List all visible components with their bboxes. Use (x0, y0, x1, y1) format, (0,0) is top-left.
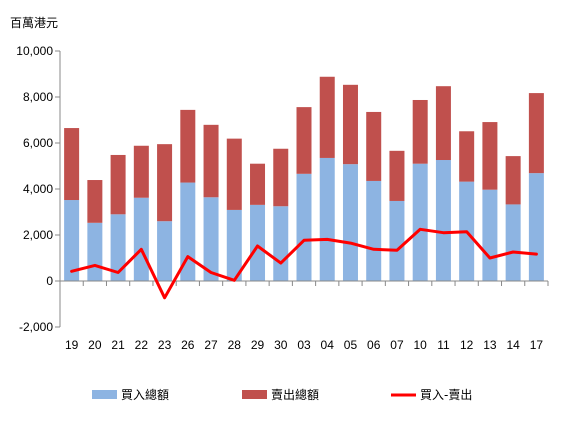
bar-buy-total (87, 222, 103, 281)
x-tick-label: 23 (158, 338, 172, 352)
bar-buy-total (64, 200, 80, 281)
bar-buy-total (342, 164, 358, 281)
bar-sell-total (157, 144, 173, 222)
bar-buy-total (412, 163, 428, 281)
bar-sell-total (296, 107, 312, 174)
x-tick-label: 22 (135, 338, 149, 352)
x-tick-label: 29 (251, 338, 265, 352)
bar-buy-total (435, 160, 451, 281)
bar-sell-total (412, 99, 428, 164)
legend-label: 買入-賣出 (420, 387, 472, 402)
legend-swatch (242, 390, 267, 399)
unit-label: 百萬港元 (10, 16, 58, 30)
x-tick-label: 07 (390, 338, 404, 352)
x-tick-label: 27 (204, 338, 218, 352)
y-tick-label: 8,000 (23, 90, 53, 104)
bar-buy-total (250, 204, 266, 281)
bar-buy-total (203, 197, 219, 281)
bar-sell-total (133, 145, 149, 198)
net-line (70, 227, 538, 300)
x-tick-label: 06 (367, 338, 381, 352)
legend-swatch (92, 390, 117, 399)
bar-sell-total (342, 84, 358, 165)
bar-buy-total (482, 189, 498, 281)
bar-sell-total (203, 124, 219, 198)
y-tick-label: -2,000 (19, 320, 53, 334)
bar-sell-total (319, 76, 335, 158)
bar-sell-total (87, 180, 103, 223)
bar-sell-total (435, 86, 451, 161)
x-tick-label: 10 (414, 338, 428, 352)
bar-buy-total (180, 182, 196, 281)
bar-sell-total (528, 93, 544, 174)
x-tick-label: 28 (228, 338, 242, 352)
bar-buy-total (226, 209, 242, 281)
bar-buy-total (505, 204, 521, 281)
y-tick-label: 6,000 (23, 136, 53, 150)
bar-buy-total (133, 197, 149, 281)
y-tick-label: 4,000 (23, 182, 53, 196)
bar-buy-total (157, 221, 173, 281)
bar-sell-total (505, 156, 521, 205)
x-tick-label: 20 (88, 338, 102, 352)
x-tick-label: 14 (506, 338, 520, 352)
bar-sell-total (226, 138, 242, 210)
legend: 買入總額 賣出總額 買入-賣出 (92, 387, 472, 402)
bar-sell-total (250, 163, 266, 205)
x-tick-label: 19 (65, 338, 79, 352)
legend-label: 買入總額 (121, 387, 169, 402)
bar-sell-total (110, 154, 126, 215)
bar-buy-total (319, 157, 335, 281)
bar-buy-total (389, 200, 405, 281)
x-tick-label: 13 (483, 338, 497, 352)
bar-sell-total (482, 122, 498, 190)
x-tick-label: 11 (437, 338, 450, 352)
bar-buy-total (110, 214, 126, 281)
x-tick-label: 12 (460, 338, 474, 352)
y-tick-label: 0 (46, 274, 53, 288)
bar-sell-total (64, 128, 80, 201)
x-tick-label: 26 (181, 338, 195, 352)
bar-buy-total (296, 173, 312, 281)
x-tick-label: 05 (344, 338, 358, 352)
x-tick-label: 03 (297, 338, 311, 352)
x-tick-label: 30 (274, 338, 288, 352)
bar-buy-total (366, 180, 382, 281)
bar-sell-total (389, 150, 405, 201)
legend-label: 賣出總額 (271, 387, 319, 402)
y-tick-label: 2,000 (23, 228, 53, 242)
bar-buy-total (528, 173, 544, 281)
x-tick-label: 17 (530, 338, 544, 352)
x-tick-label: 04 (321, 338, 335, 352)
bar-sell-total (180, 109, 196, 183)
bar-buy-total (273, 206, 289, 281)
y-tick-label: 10,000 (16, 44, 53, 58)
bar-sell-total (366, 111, 382, 181)
bar-sell-total (459, 131, 475, 182)
x-tick-label: 21 (111, 338, 125, 352)
bar-sell-total (273, 148, 289, 207)
plot-area: -2,000 0 2,000 4,000 6,000 8,000 10,000 19 20 21 2… (16, 44, 549, 352)
